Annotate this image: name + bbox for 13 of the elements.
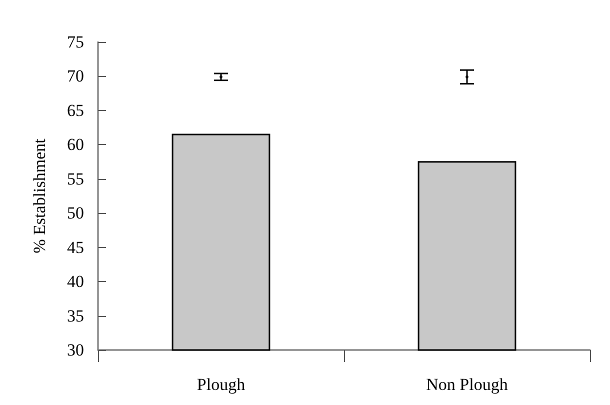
y-tick-label: 35: [67, 306, 84, 326]
y-tick-label: 60: [67, 135, 84, 154]
y-tick-label: 70: [67, 66, 84, 86]
y-tick-label: 65: [67, 100, 84, 120]
y-tick-label: 40: [67, 272, 84, 292]
y-axis-title: % Establishment: [30, 138, 49, 254]
y-tick-label: 50: [67, 204, 84, 223]
y-tick-label: 45: [67, 238, 84, 257]
y-tick-label: 55: [67, 169, 84, 188]
x-tick-label: Non Plough: [426, 375, 508, 394]
x-tick-label: Plough: [196, 375, 246, 394]
y-tick-label: 30: [67, 340, 84, 360]
y-tick-label: 75: [67, 32, 84, 52]
